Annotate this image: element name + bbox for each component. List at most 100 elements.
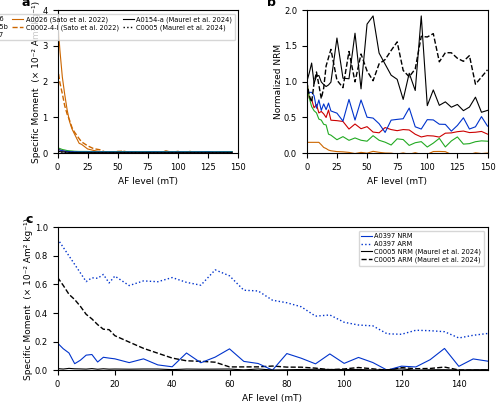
A0397 ARM [94, 276, 100, 281]
A0397 ARM [100, 272, 106, 277]
C0005 NRM (Maurel et al. 2024) [470, 367, 476, 372]
C0005 NRM (Maurel et al. 2024) [78, 366, 84, 371]
C0005 NRM (Maurel et al. 2024) [442, 367, 448, 372]
A0397 NRM [226, 346, 232, 351]
A0397 NRM [384, 368, 390, 373]
C0005 NRM (Maurel et al. 2024) [169, 367, 175, 372]
C0005 NRM (Maurel et al. 2024) [155, 366, 161, 371]
C0005 NRM (Maurel et al. 2024) [126, 367, 132, 372]
Text: b: b [267, 0, 276, 9]
A0397 ARM [60, 245, 66, 250]
C0005 ARM (Maurel et al. 2024) [327, 367, 333, 372]
A0397 NRM [66, 351, 72, 355]
C0005 NRM (Maurel et al. 2024) [270, 368, 276, 373]
A0397 ARM [370, 324, 376, 328]
C0005 ARM (Maurel et al. 2024) [100, 327, 106, 332]
A0397 ARM [212, 267, 218, 272]
A0397 NRM [126, 360, 132, 365]
C0005 NRM (Maurel et al. 2024) [100, 366, 106, 371]
A0397 ARM [284, 300, 290, 305]
A0397 NRM [54, 341, 60, 346]
Line: C0005 NRM (Maurel et al. 2024): C0005 NRM (Maurel et al. 2024) [58, 369, 488, 370]
C0005 ARM (Maurel et al. 2024) [169, 355, 175, 360]
A0397 ARM [89, 275, 95, 280]
C0005 NRM (Maurel et al. 2024) [184, 366, 190, 371]
C0005 ARM (Maurel et al. 2024) [226, 364, 232, 369]
C0005 NRM (Maurel et al. 2024) [72, 366, 78, 371]
A0397 NRM [470, 357, 476, 362]
C0005 NRM (Maurel et al. 2024) [94, 367, 100, 372]
A0397 ARM [241, 288, 247, 293]
A0397 ARM [112, 274, 118, 279]
A0397 NRM [456, 364, 462, 369]
C0005 ARM (Maurel et al. 2024) [112, 333, 118, 338]
Text: c: c [25, 213, 32, 226]
A0397 NRM [100, 355, 106, 360]
Y-axis label: Specific Moment  (× 10⁻² Am² kg⁻¹): Specific Moment (× 10⁻² Am² kg⁻¹) [32, 0, 41, 163]
C0005 ARM (Maurel et al. 2024) [83, 312, 89, 317]
A0397 ARM [398, 332, 404, 337]
A0397 ARM [427, 328, 433, 333]
A0397 NRM [60, 346, 66, 351]
C0005 ARM (Maurel et al. 2024) [106, 327, 112, 332]
C0005 NRM (Maurel et al. 2024) [484, 367, 490, 372]
Line: A0397 NRM: A0397 NRM [58, 343, 488, 370]
A0397 NRM [370, 360, 376, 365]
C0005 ARM (Maurel et al. 2024) [312, 366, 318, 371]
C0005 ARM (Maurel et al. 2024) [284, 365, 290, 370]
A0397 NRM [341, 361, 347, 366]
A0397 ARM [270, 298, 276, 303]
C0005 NRM (Maurel et al. 2024) [356, 367, 362, 372]
C0005 NRM (Maurel et al. 2024) [298, 367, 304, 372]
X-axis label: AF level (mT): AF level (mT) [118, 178, 178, 187]
C0005 NRM (Maurel et al. 2024) [327, 367, 333, 372]
A0397 ARM [327, 312, 333, 317]
A0397 NRM [198, 360, 204, 365]
X-axis label: AF level (mT): AF level (mT) [367, 178, 427, 187]
C0005 NRM (Maurel et al. 2024) [413, 368, 419, 373]
A0397 NRM [356, 355, 362, 360]
Text: a: a [22, 0, 30, 9]
C0005 ARM (Maurel et al. 2024) [341, 366, 347, 371]
A0397 ARM [356, 323, 362, 328]
A0397 NRM [298, 356, 304, 361]
C0005 ARM (Maurel et al. 2024) [155, 351, 161, 356]
A0397 NRM [169, 364, 175, 369]
C0005 ARM (Maurel et al. 2024) [184, 358, 190, 363]
C0005 ARM (Maurel et al. 2024) [484, 368, 490, 373]
C0005 ARM (Maurel et al. 2024) [72, 297, 78, 302]
C0005 NRM (Maurel et al. 2024) [66, 366, 72, 371]
A0397 NRM [241, 359, 247, 364]
A0397 NRM [212, 355, 218, 360]
A0397 NRM [112, 356, 118, 361]
A0397 ARM [169, 275, 175, 280]
C0005 ARM (Maurel et al. 2024) [60, 283, 66, 288]
A0397 ARM [298, 304, 304, 309]
C0005 NRM (Maurel et al. 2024) [370, 368, 376, 373]
C0005 ARM (Maurel et al. 2024) [398, 365, 404, 370]
A0397 ARM [442, 329, 448, 334]
C0005 NRM (Maurel et al. 2024) [140, 366, 146, 371]
A0397 NRM [312, 362, 318, 366]
C0005 ARM (Maurel et al. 2024) [255, 364, 261, 369]
C0005 ARM (Maurel et al. 2024) [212, 360, 218, 365]
C0005 ARM (Maurel et al. 2024) [140, 346, 146, 351]
A0397 NRM [427, 357, 433, 362]
A0397 NRM [442, 346, 448, 351]
A0397 ARM [470, 333, 476, 338]
C0005 ARM (Maurel et al. 2024) [198, 359, 204, 364]
C0005 NRM (Maurel et al. 2024) [241, 367, 247, 372]
A0397 NRM [270, 368, 276, 373]
A0397 ARM [456, 335, 462, 340]
Line: C0005 ARM (Maurel et al. 2024): C0005 ARM (Maurel et al. 2024) [58, 277, 488, 370]
C0005 ARM (Maurel et al. 2024) [94, 322, 100, 327]
A0397 NRM [140, 356, 146, 361]
C0005 NRM (Maurel et al. 2024) [255, 366, 261, 371]
A0397 NRM [184, 351, 190, 355]
C0005 ARM (Maurel et al. 2024) [66, 292, 72, 297]
A0397 ARM [78, 271, 84, 276]
A0397 ARM [66, 254, 72, 258]
A0397 ARM [484, 331, 490, 336]
A0397 NRM [94, 360, 100, 364]
Y-axis label: Specific Moment  (× 10⁻² Am² kg⁻¹): Specific Moment (× 10⁻² Am² kg⁻¹) [24, 218, 33, 380]
